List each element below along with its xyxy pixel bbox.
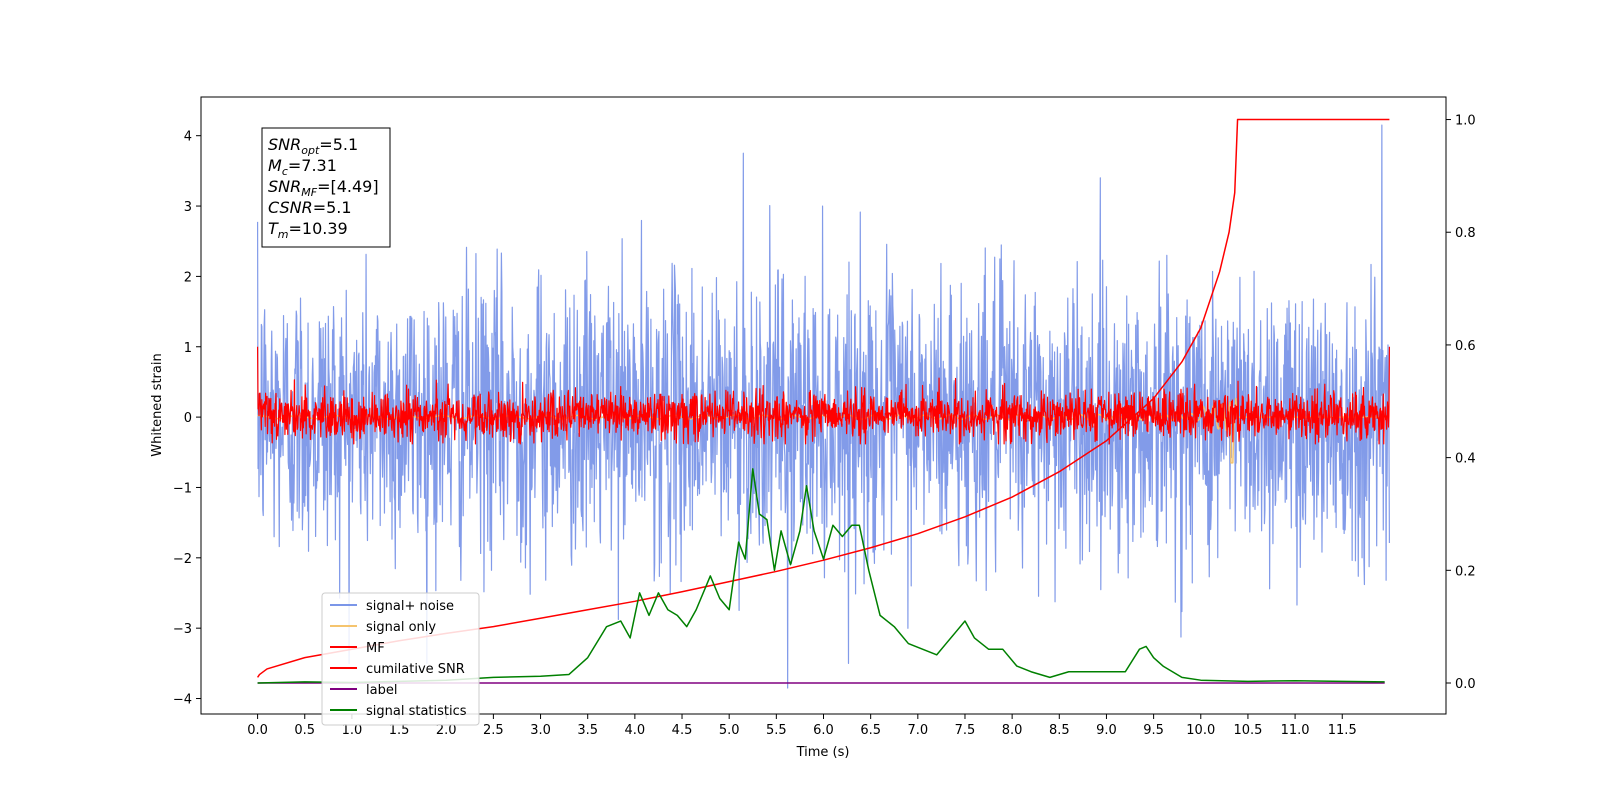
legend-label-signal-only: signal only [366, 620, 436, 635]
legend-label-cumilative-snr: cumilative SNR [366, 662, 465, 677]
y-tick-label: −3 [173, 622, 192, 637]
x-tick-label: 7.0 [907, 723, 928, 738]
x-tick-label: 7.5 [955, 723, 976, 738]
x-tick-label: 4.0 [625, 723, 646, 738]
series-mf [256, 346, 1391, 445]
x-tick-label: 9.5 [1143, 723, 1164, 738]
annotation-line: SNRopt=5.1 [268, 135, 358, 157]
x-tick-label: 3.5 [577, 723, 598, 738]
legend-label-mf: MF [366, 641, 385, 656]
annotation-frame [261, 127, 391, 248]
annotation-line: CSNR=5.1 [268, 198, 352, 217]
annotation-line: Tm=10.39 [268, 219, 348, 241]
y-tick-label: −1 [173, 481, 192, 496]
y-axis-label: Whitened strain [150, 353, 165, 456]
legend-frame [321, 592, 480, 726]
x-tick-label: 9.0 [1096, 723, 1117, 738]
series-signal-statistics [257, 468, 1385, 684]
y2-tick-label: 0.6 [1455, 339, 1476, 354]
x-tick-label: 11.5 [1328, 723, 1357, 738]
y-tick-label: 0 [184, 411, 192, 426]
x-tick-label: 8.5 [1049, 723, 1070, 738]
x-tick-label: 6.5 [860, 723, 881, 738]
x-tick-label: 5.0 [719, 723, 740, 738]
x-tick-label: 2.5 [483, 723, 504, 738]
y-axis-left: 4 3 2 1 0 −1 −2 −3 −4 [173, 130, 201, 708]
x-tick-label: 0.5 [294, 723, 315, 738]
x-tick-label: 8.0 [1002, 723, 1023, 738]
annotation-line: Mc=7.31 [268, 156, 337, 178]
y2-tick-label: 0.2 [1455, 564, 1476, 579]
y2-tick-label: 1.0 [1455, 114, 1476, 129]
y2-tick-label: 0.0 [1455, 677, 1476, 692]
x-tick-label: 10.0 [1186, 723, 1215, 738]
x-tick-label: 0.0 [247, 723, 268, 738]
x-tick-label: 5.5 [766, 723, 787, 738]
x-tick-label: 2.0 [436, 723, 457, 738]
x-tick-label: 1.5 [389, 723, 410, 738]
y-tick-label: 3 [184, 200, 192, 215]
legend-label-label: label [366, 683, 397, 698]
legend-label-signal-statistics: signal statistics [366, 704, 467, 719]
y-tick-label: 2 [184, 270, 192, 285]
y-tick-label: 1 [184, 341, 192, 356]
x-tick-label: 6.0 [813, 723, 834, 738]
y-axis-right: 1.0 0.8 0.6 0.4 0.2 0.0 [1446, 114, 1476, 692]
x-tick-label: 4.5 [672, 723, 693, 738]
x-axis: 0.0 0.5 1.0 1.5 2.0 2.5 3.0 3.5 4.0 4.5 5.0 5.5 6.0 6… [247, 714, 1357, 738]
x-tick-label: 1.0 [342, 723, 363, 738]
y2-tick-label: 0.8 [1455, 226, 1476, 241]
legend: signal+ noise signal only MF cumilative SNR… [321, 592, 480, 726]
x-axis-label: Time (s) [796, 745, 850, 760]
y-tick-label: 4 [184, 130, 192, 145]
y-tick-label: −2 [173, 552, 192, 567]
x-tick-label: 3.0 [530, 723, 551, 738]
x-tick-label: 10.5 [1233, 723, 1262, 738]
y2-tick-label: 0.4 [1455, 452, 1476, 467]
legend-label-signal-noise: signal+ noise [366, 599, 454, 614]
y-tick-label: −4 [173, 693, 192, 708]
annotation-line: SNRMF=[4.49] [268, 177, 379, 199]
x-tick-label: 11.0 [1281, 723, 1310, 738]
